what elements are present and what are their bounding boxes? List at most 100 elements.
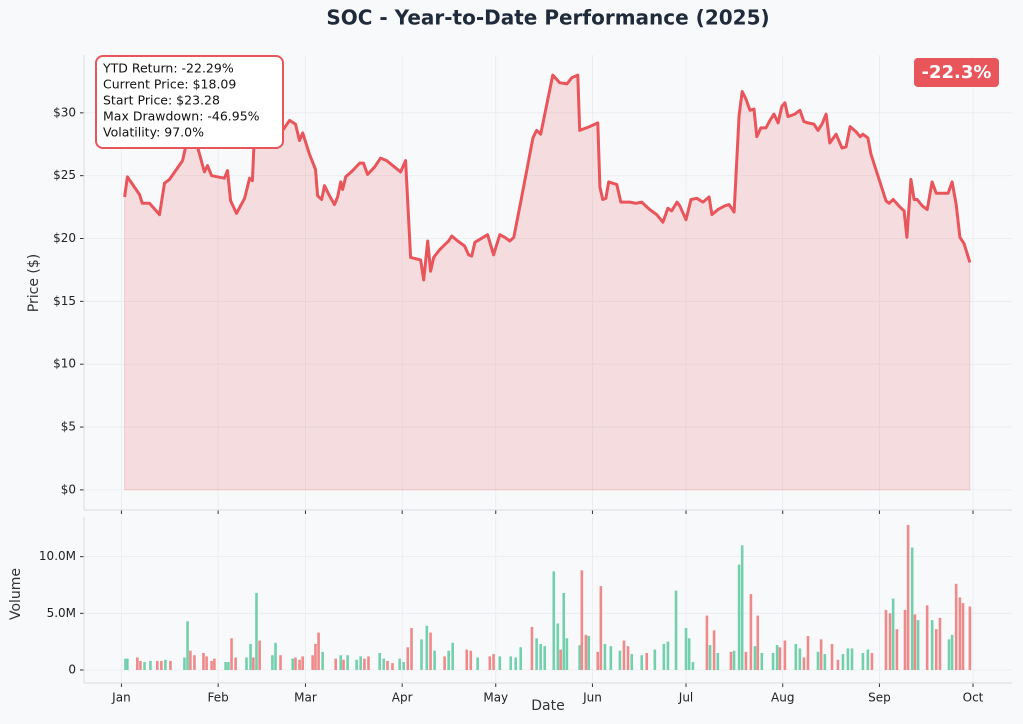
return-badge-text: -22.3%	[922, 62, 992, 83]
volume-bar	[429, 632, 432, 670]
volume-bar	[630, 654, 634, 670]
stats-text: YTD Return: -22.29%	[102, 61, 234, 76]
volume-bar	[420, 639, 423, 670]
volume-bar	[451, 642, 455, 670]
volume-bar	[578, 645, 581, 670]
volume-bar	[925, 605, 929, 670]
volume-bar	[910, 547, 914, 670]
volume-bar	[205, 656, 208, 670]
volume-bar	[587, 635, 591, 670]
volume-bar	[552, 571, 556, 670]
chart-title: SOC - Year-to-Date Performance (2025)	[326, 6, 769, 30]
volume-bar	[599, 586, 603, 670]
volume-bar	[584, 634, 588, 670]
return-badge	[914, 58, 999, 87]
y-tick-label: $20	[53, 231, 76, 245]
volume-bar	[775, 645, 779, 670]
volume-bar	[530, 626, 534, 670]
volume-bar	[691, 662, 695, 670]
volume-bar	[640, 655, 644, 670]
x-tick-label: Feb	[208, 691, 229, 705]
volume-bar	[543, 646, 547, 670]
volume-bar	[744, 651, 748, 670]
volume-bar	[749, 594, 753, 670]
volume-bar	[806, 635, 810, 670]
volume-bar	[469, 650, 473, 670]
volume-bar	[488, 656, 492, 670]
volume-bar	[662, 643, 666, 670]
volume-bar	[756, 615, 760, 670]
y-tick-label: $15	[53, 294, 76, 308]
volume-bar	[783, 640, 787, 670]
volume-bar	[193, 655, 196, 670]
y-tick-label: $25	[53, 168, 76, 182]
volume-bar	[596, 651, 600, 670]
volume-bar	[737, 564, 741, 670]
volume-bar	[189, 650, 192, 670]
volume-bar	[224, 662, 227, 670]
volume-bar	[950, 634, 954, 670]
volume-bar	[410, 628, 413, 670]
volume-bar	[841, 654, 845, 670]
volume-bar	[294, 657, 297, 670]
x-tick-label: Aug	[771, 691, 794, 705]
volume-bar	[816, 651, 820, 670]
volume-bar	[433, 650, 436, 670]
volume-bar	[753, 646, 757, 670]
volume-bar	[954, 583, 958, 670]
y-tick-label: 0	[68, 662, 76, 676]
volume-bar	[653, 649, 657, 670]
volume-bar	[271, 655, 274, 670]
volume-bar	[884, 609, 888, 670]
volume-bar	[861, 652, 865, 670]
volume-bar	[830, 643, 834, 670]
volume-bar	[906, 524, 910, 670]
y-axis-label: Volume	[8, 568, 24, 620]
y-tick-label: 5.0M	[47, 606, 76, 620]
volume-bar	[169, 660, 172, 670]
volume-bar	[386, 660, 389, 670]
volume-bar	[913, 614, 917, 670]
volume-bar	[298, 659, 301, 670]
volume-bar	[367, 656, 370, 670]
volume-bar	[947, 639, 951, 670]
volume-bar	[519, 647, 523, 670]
volume-bar	[143, 662, 146, 670]
volume-bar	[342, 659, 345, 670]
volume-bar	[279, 655, 282, 670]
volume-bar	[712, 630, 716, 670]
volume-bar	[866, 649, 870, 670]
price-line	[123, 73, 972, 282]
volume-bar	[539, 643, 542, 670]
volume-bar	[258, 640, 261, 670]
volume-bar	[562, 592, 566, 670]
volume-bar	[618, 650, 622, 670]
volume-bar	[729, 651, 733, 670]
volume-bar	[391, 663, 394, 670]
volume-bar	[580, 570, 584, 670]
volume-bar	[916, 620, 920, 670]
volume-bar	[476, 657, 479, 670]
volume-bar	[609, 646, 613, 670]
volume-bar	[230, 638, 233, 670]
x-tick-label: May	[483, 691, 508, 705]
volume-bar	[274, 642, 277, 670]
volume-bar	[164, 659, 167, 670]
volume-bar	[213, 658, 216, 670]
volume-bar	[823, 654, 827, 670]
volume-bar	[311, 655, 314, 670]
volume-bar	[930, 620, 934, 670]
volume-bar	[443, 656, 446, 670]
volume-bar	[888, 613, 892, 670]
volume-bar	[958, 597, 962, 670]
volume-bar	[425, 625, 429, 670]
y-tick-label: $30	[53, 105, 76, 119]
volume-bar	[255, 592, 258, 670]
volume-bar	[186, 621, 189, 670]
volume-bar	[382, 658, 386, 670]
x-tick-label: Oct	[963, 691, 984, 705]
volume-bar	[836, 659, 840, 670]
volume-bar	[705, 615, 709, 670]
volume-bar	[465, 649, 469, 670]
